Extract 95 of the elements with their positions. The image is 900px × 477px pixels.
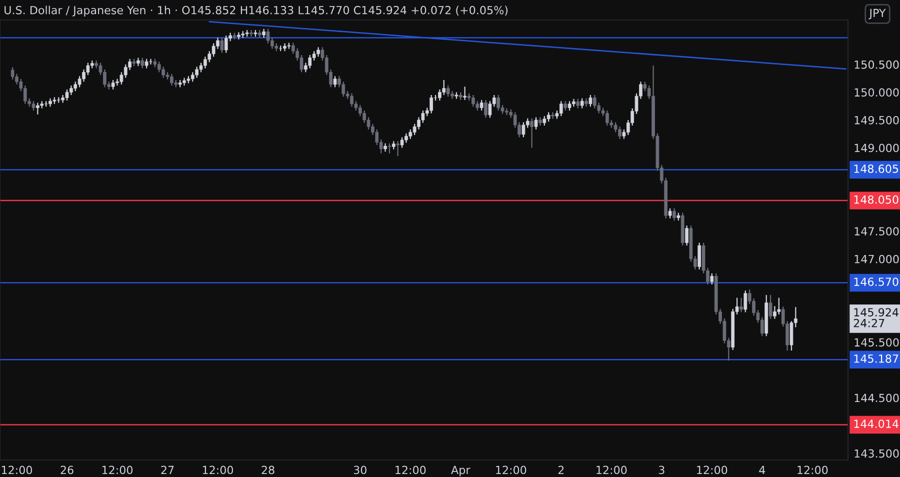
candlestick [522, 122, 526, 138]
y-tick-label: 147.500 [854, 227, 899, 236]
candlestick [530, 118, 534, 148]
candlestick [190, 72, 194, 82]
chart-title: U.S. Dollar / Japanese Yen · 1h · O145.852 H146.133 L145.770 C145.924 +0.072 (+0.05%) [4, 6, 508, 16]
y-tick-label: 149.000 [854, 144, 899, 152]
candlestick [65, 88, 69, 102]
x-tick-label: 28 [262, 466, 274, 474]
candlestick [672, 208, 676, 222]
candlestick [580, 98, 584, 109]
y-tick-label: 144.500 [854, 394, 899, 402]
candlestick [400, 136, 404, 148]
candlestick [396, 140, 400, 157]
candlestick [124, 64, 128, 78]
candlestick [446, 85, 450, 98]
candlestick [480, 99, 484, 112]
y-tick-label: 149.500 [854, 116, 899, 124]
candlestick [82, 68, 86, 82]
x-tick-label: 12:00 [596, 466, 627, 474]
candlestick [237, 32, 240, 40]
candlestick [144, 58, 148, 69]
candlestick [111, 79, 115, 90]
ref-line-label: 148.050 [854, 195, 898, 204]
candlestick [438, 88, 442, 102]
candlestick [408, 128, 412, 140]
candlestick [768, 294, 772, 320]
ref-line-label: 144.014 [854, 420, 898, 428]
y-tick-label: 145.500 [854, 338, 899, 347]
candlestick [777, 297, 781, 315]
candlestick [291, 42, 295, 54]
candlestick [710, 272, 714, 285]
x-tick-label: 12:00 [102, 466, 133, 474]
candlestick [546, 112, 550, 122]
candlestick [542, 116, 546, 126]
y-tick-label: 147.000 [854, 254, 899, 264]
x-tick-label: 12:00 [202, 466, 234, 474]
candlestick [592, 94, 596, 109]
candlestick [576, 98, 580, 109]
candlestick [668, 208, 672, 219]
ref-line-label: 146.570 [854, 278, 898, 286]
x-tick-label: Apr [451, 466, 470, 476]
candlestick [564, 100, 568, 112]
candlestick [685, 225, 688, 246]
x-tick-label: 12:00 [697, 466, 728, 474]
x-tick-label: 12:00 [496, 466, 526, 474]
candlestick [773, 306, 776, 320]
candlestick [496, 94, 500, 112]
candlestick [488, 100, 492, 118]
candlestick [316, 46, 320, 58]
candlestick [220, 37, 224, 54]
x-tick-label: 12:00 [798, 466, 828, 474]
candlestick [417, 116, 420, 130]
candlestick [534, 116, 538, 130]
candlestick [36, 102, 40, 115]
ref-line-label: 148.605 [854, 164, 898, 173]
candlestick [32, 100, 36, 112]
candlestick [15, 73, 18, 85]
x-tick-label: 2 [558, 466, 564, 474]
x-tick-label: 26 [60, 466, 74, 474]
candlestick [760, 316, 764, 337]
candlestick [350, 92, 354, 108]
candlestick [430, 94, 434, 114]
candlestick [333, 76, 337, 88]
x-tick-label: 30 [354, 466, 366, 474]
candlestick [74, 81, 78, 92]
candlestick [224, 35, 228, 54]
candlestick [698, 242, 702, 270]
candlestick [250, 29, 253, 38]
x-tick-label: 4 [759, 466, 766, 474]
x-tick-label: 12:00 [2, 466, 32, 474]
ref-line-label: 145.187 [854, 354, 898, 363]
y-tick-label: 150.000 [854, 88, 899, 97]
candlestick [157, 61, 161, 73]
candlestick [740, 297, 743, 313]
text: 145.924 24:27 [854, 308, 898, 328]
candlestick [568, 100, 572, 112]
candlestick [388, 142, 392, 154]
candlestick [463, 86, 467, 101]
candlestick [116, 78, 119, 86]
candlestick [308, 54, 312, 69]
candlestick [588, 94, 592, 108]
candlestick [140, 57, 144, 69]
candlestick [559, 100, 563, 117]
candlestick [551, 112, 554, 120]
y-tick-label: 150.500 [854, 60, 899, 69]
candlestick [744, 290, 748, 313]
x-tick-label: 3 [658, 466, 664, 474]
x-tick-label: 27 [161, 466, 174, 474]
candlestick [358, 104, 362, 117]
candlestick [484, 99, 488, 118]
text: JPY [868, 8, 886, 20]
y-tick-label: 143.500 [854, 449, 899, 458]
candlestick [23, 85, 27, 104]
x-tick-label: 12:00 [396, 466, 426, 474]
candlestick [618, 126, 622, 140]
